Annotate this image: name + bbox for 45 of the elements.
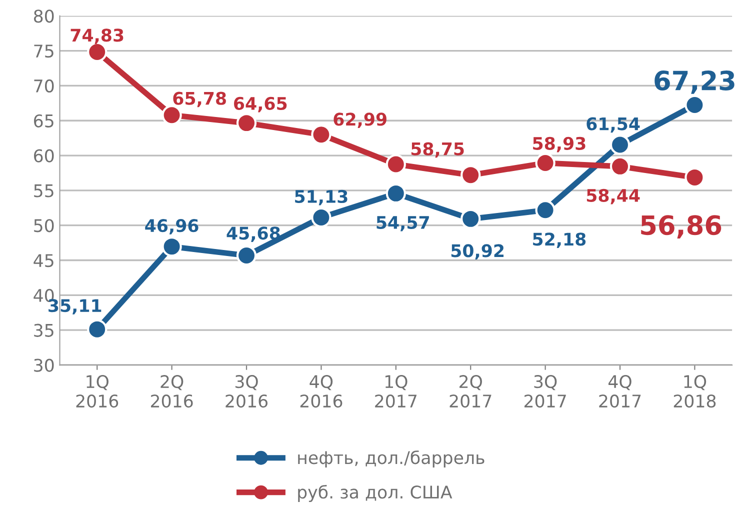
data-label: 58,93 xyxy=(533,136,586,152)
point xyxy=(311,124,332,145)
x-tick-label: 2Q 2017 xyxy=(450,375,492,408)
y-tick-label: 30 xyxy=(34,358,54,372)
y-tick-label: 80 xyxy=(34,10,54,23)
point xyxy=(162,236,182,257)
x-tick-label: 4Q 2016 xyxy=(300,375,342,408)
x-tick-label: 1Q 2016 xyxy=(76,375,118,408)
y-tick-label: 75 xyxy=(34,44,54,58)
legend-label: руб. за дол. США xyxy=(298,484,452,502)
data-label: 52,18 xyxy=(533,232,586,248)
x-tick-label: 3Q 2016 xyxy=(226,375,268,408)
data-label: 67,23 xyxy=(654,70,734,94)
data-label: 51,13 xyxy=(295,190,348,206)
data-label: 64,65 xyxy=(234,96,287,112)
data-label: 74,83 xyxy=(70,28,124,44)
legend-label: нефть, дол./баррель xyxy=(298,450,484,468)
x-tick-label: 3Q 2017 xyxy=(524,375,566,408)
y-tick-label: 45 xyxy=(34,254,54,268)
x-tick-label: 1Q 2018 xyxy=(674,375,716,408)
x-tick-label: 1Q 2017 xyxy=(375,375,417,408)
y-tick-label: 70 xyxy=(34,79,54,93)
point xyxy=(610,156,630,176)
point xyxy=(87,319,108,340)
data-label: 65,78 xyxy=(173,92,226,108)
x-tick-label: 4Q 2017 xyxy=(599,375,641,408)
y-tick-label: 65 xyxy=(34,114,54,128)
data-label: 61,54 xyxy=(586,117,640,133)
data-label: 58,44 xyxy=(586,188,640,204)
y-tick-label: 60 xyxy=(34,149,54,162)
point xyxy=(610,134,630,155)
data-label: 58,75 xyxy=(411,142,464,158)
y-tick-label: 50 xyxy=(34,219,54,232)
point xyxy=(535,200,556,220)
data-label: 46,96 xyxy=(145,219,198,234)
x-tick-label: 2Q 2016 xyxy=(150,375,193,408)
data-label: 56,86 xyxy=(641,215,722,238)
y-tick-label: 55 xyxy=(34,184,54,198)
data-label: 50,92 xyxy=(451,244,504,260)
data-label: 54,57 xyxy=(376,216,429,232)
point xyxy=(386,154,406,174)
data-label: 62,99 xyxy=(334,112,386,128)
point xyxy=(460,165,481,186)
data-label: 45,68 xyxy=(226,226,280,242)
y-tick-label: 35 xyxy=(34,324,54,337)
